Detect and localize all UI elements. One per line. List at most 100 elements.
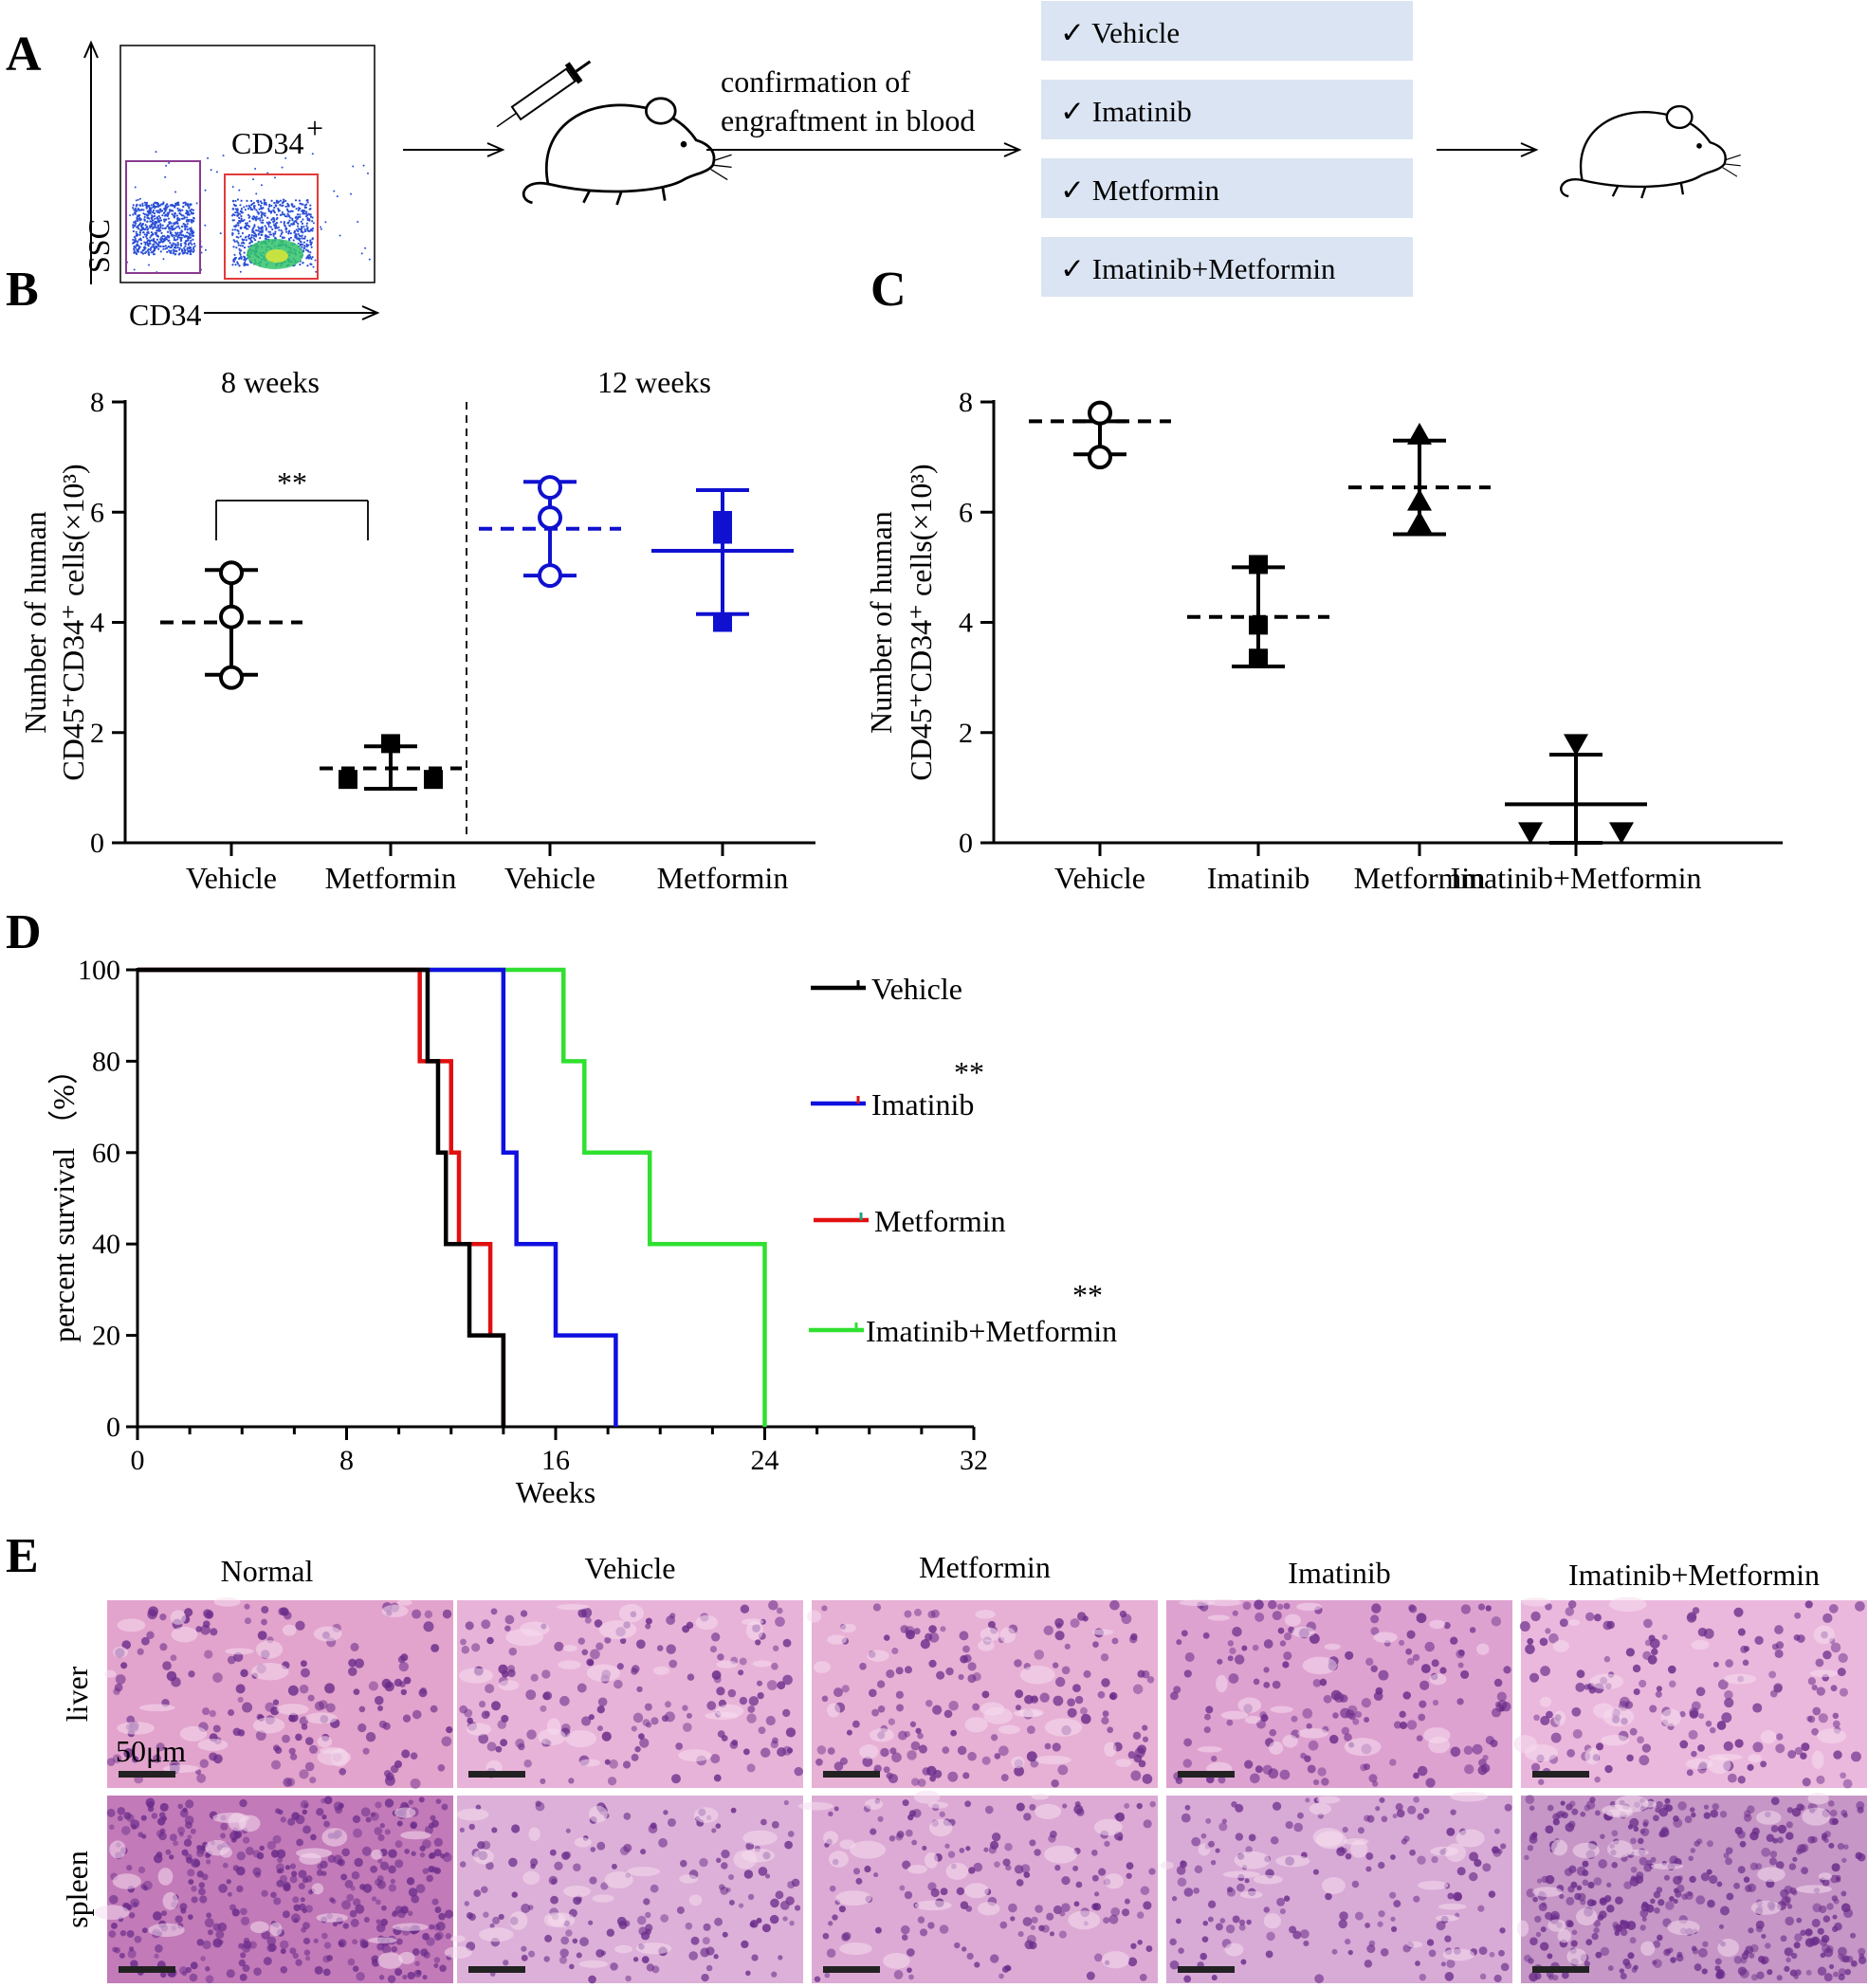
nucleus <box>1415 1961 1420 1966</box>
cytoplasm-patch <box>695 1614 719 1631</box>
flow-dot <box>243 226 246 228</box>
flow-dot <box>264 214 266 217</box>
nucleus <box>1029 1941 1037 1950</box>
flow-dot <box>135 199 137 202</box>
mouse-feet <box>1611 183 1685 199</box>
nucleus <box>1126 1862 1134 1870</box>
nucleus <box>429 1924 435 1930</box>
nucleus <box>1624 1961 1632 1970</box>
nucleus <box>1031 1916 1038 1924</box>
nucleus <box>1181 1630 1188 1637</box>
nucleus <box>1786 1957 1791 1963</box>
nucleus <box>302 1825 312 1834</box>
nucleus <box>1493 1974 1502 1983</box>
nucleus <box>945 1667 954 1676</box>
cytoplasm-patch <box>556 1603 590 1611</box>
nucleus <box>362 1747 370 1755</box>
flow-dot <box>258 217 262 220</box>
nucleus <box>1183 1975 1192 1983</box>
cytoplasm-patch <box>1813 1625 1835 1645</box>
flow-dot <box>261 228 265 232</box>
nucleus <box>1225 1924 1236 1934</box>
flow-dot <box>301 246 303 248</box>
nucleus <box>1804 1928 1813 1937</box>
flow-dot <box>264 225 266 228</box>
flow-dot <box>186 223 189 226</box>
nucleus <box>772 1645 779 1651</box>
cytoplasm-patch <box>396 1599 412 1606</box>
nucleus <box>1818 1713 1828 1724</box>
nucleus <box>321 1932 328 1940</box>
cytoplasm-patch <box>1660 1708 1681 1727</box>
nucleus <box>305 1737 314 1745</box>
nucleus <box>212 1724 221 1733</box>
nucleus <box>1830 1685 1838 1692</box>
nucleus <box>438 1912 447 1921</box>
nucleus <box>1550 1732 1562 1743</box>
cytoplasm-patch <box>563 1885 592 1898</box>
data-point <box>219 665 244 690</box>
flow-dot <box>138 233 141 236</box>
nucleus <box>998 1745 1009 1757</box>
nucleus <box>1686 1613 1697 1623</box>
flow-dot <box>237 224 240 227</box>
nucleus <box>687 1673 695 1681</box>
nucleus <box>1796 1803 1804 1812</box>
flow-dot <box>142 227 145 229</box>
flow-dot <box>176 216 179 219</box>
nucleus <box>869 1688 877 1698</box>
flow-dot <box>253 215 256 218</box>
nucleus <box>486 1636 494 1645</box>
nucleus <box>1748 1927 1754 1934</box>
nucleus <box>1571 1808 1579 1815</box>
nucleus <box>1692 1947 1699 1955</box>
flow-dot <box>297 232 300 235</box>
nucleus <box>140 1815 147 1821</box>
nucleus <box>901 1934 908 1941</box>
nucleus <box>381 1678 392 1688</box>
flow-dot <box>172 225 174 228</box>
nucleus <box>640 1849 647 1855</box>
flow-dot <box>239 204 242 207</box>
nucleus <box>1657 1934 1663 1942</box>
nucleus <box>1774 1649 1784 1659</box>
flow-dot <box>311 220 314 223</box>
mouse-body <box>545 103 716 193</box>
flow-dot <box>303 235 307 238</box>
nucleus <box>394 1859 404 1869</box>
nucleus <box>1692 1607 1700 1614</box>
flow-dot <box>207 156 210 159</box>
flow-dot <box>302 241 305 244</box>
nucleus <box>302 1877 308 1884</box>
nucleus <box>1594 1810 1601 1816</box>
nucleus <box>1428 1949 1437 1958</box>
flow-dot <box>237 232 240 235</box>
nucleus <box>1636 1871 1644 1880</box>
nucleus <box>1834 1922 1842 1931</box>
cytoplasm-patch <box>1807 1792 1829 1805</box>
cytoplasm-patch <box>1627 1849 1649 1856</box>
nucleus <box>1747 1805 1755 1814</box>
cytoplasm-patch <box>1723 1673 1757 1685</box>
nucleus <box>814 1976 821 1982</box>
nucleus <box>1279 1769 1291 1780</box>
nucleus <box>323 1796 333 1805</box>
nucleus <box>1700 1872 1710 1882</box>
flow-dot <box>297 209 300 211</box>
nucleus <box>1283 1602 1291 1610</box>
nucleus <box>906 1630 916 1640</box>
nucleus <box>841 1933 850 1942</box>
nucleus <box>384 1798 394 1808</box>
treatment-box <box>1041 158 1413 218</box>
nucleus <box>354 1857 363 1868</box>
cytoplasm-patch <box>1224 1942 1244 1957</box>
nucleus <box>236 1851 246 1861</box>
flow-dot <box>287 215 291 218</box>
nucleus <box>1219 1918 1226 1924</box>
nucleus <box>1492 1846 1499 1854</box>
nucleus <box>1038 1924 1045 1932</box>
nucleus <box>1644 1639 1652 1647</box>
nucleus <box>1050 1831 1057 1838</box>
nucleus <box>1606 1905 1615 1913</box>
